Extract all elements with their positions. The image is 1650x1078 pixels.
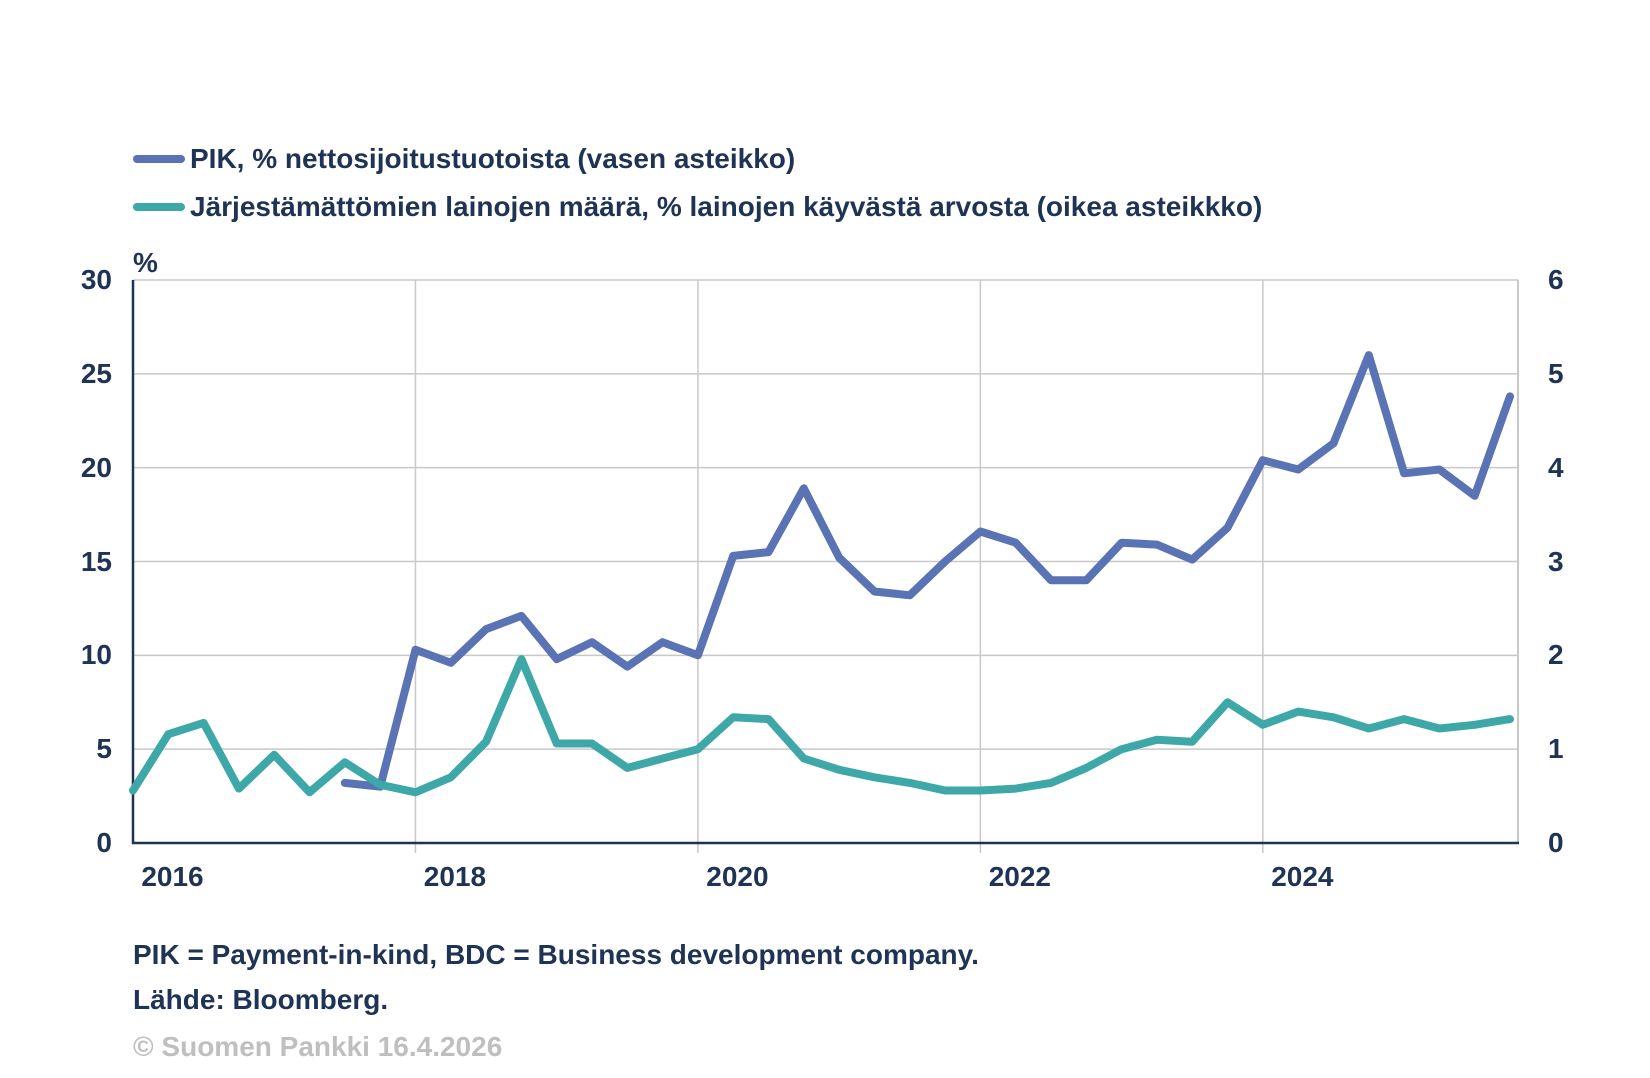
y-axis-right-tick-label: 3 [1548, 545, 1564, 577]
y-axis-left-tick-label: 0 [96, 827, 112, 858]
y-axis-right-tick-label: 5 [1548, 357, 1564, 389]
y-axis-right-tick-label: 6 [1548, 264, 1564, 295]
copyright-note: © Suomen Pankki 16.4.2026 [133, 1031, 503, 1062]
x-axis-year-label: 2020 [706, 861, 769, 892]
series-line-npl [129, 655, 1514, 797]
y-axis-left-tick-label: 10 [80, 639, 112, 671]
x-axis-year-label: 2018 [423, 861, 487, 892]
y-axis-left-tick-label: 20 [80, 451, 112, 483]
left-axis-unit-label: % [133, 247, 158, 278]
y-axis-right-tick-label: 2 [1548, 639, 1564, 671]
footnote-source: Lähde: Bloomberg. [133, 984, 389, 1015]
x-axis-year-label: 2016 [141, 861, 204, 892]
y-axis-left-tick-label: 30 [80, 264, 112, 295]
series-line-pik [340, 351, 1514, 791]
y-axis-left-tick-label: 15 [80, 545, 112, 577]
npl-line-swatch-icon [133, 203, 185, 211]
x-axis-year-label: 2022 [988, 861, 1052, 892]
legend-label-pik: PIK, % nettosijoitustuotoista (vasen ast… [190, 143, 796, 174]
footnote-definitions: PIK = Payment-in-kind, BDC = Business de… [133, 939, 979, 970]
y-axis-right-tick-label: 4 [1548, 451, 1564, 483]
y-axis-right-tick-label: 0 [1548, 827, 1564, 858]
legend-label-npl: Järjestämättömien lainojen määrä, % lain… [190, 191, 1263, 222]
x-axis-year-label: 2024 [1271, 861, 1334, 892]
y-axis-right-tick-label: 1 [1548, 733, 1564, 765]
y-axis-left-tick-label: 25 [80, 357, 112, 389]
pik-line-swatch-icon [133, 155, 185, 163]
y-axis-left-tick-label: 5 [96, 733, 112, 765]
